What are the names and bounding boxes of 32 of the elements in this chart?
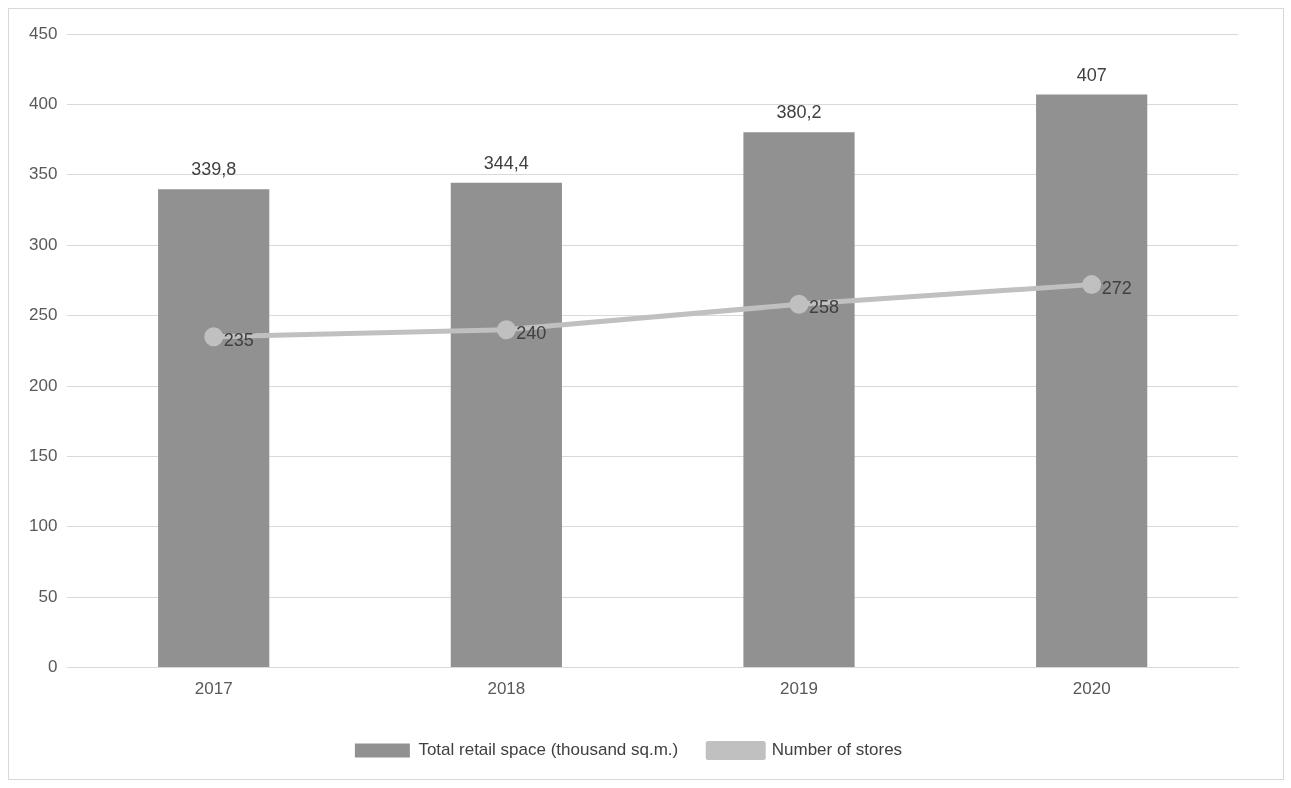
data-label: 235 bbox=[223, 329, 254, 350]
data-label: 344,4 bbox=[483, 152, 529, 173]
x-tick-label: 2019 bbox=[780, 679, 818, 699]
y-tick-label: 100 bbox=[28, 516, 58, 536]
bar bbox=[1036, 94, 1148, 668]
y-tick-label: 350 bbox=[28, 164, 58, 184]
y-tick-label: 200 bbox=[28, 375, 58, 395]
data-label: 258 bbox=[809, 297, 840, 318]
x-tick-label: 2017 bbox=[194, 679, 233, 699]
legend-label: Total retail space (thousand sq.m.) bbox=[418, 740, 679, 760]
data-label: 407 bbox=[1076, 64, 1107, 85]
point bbox=[204, 327, 224, 347]
y-tick-label: 150 bbox=[28, 446, 58, 466]
y-tick-label: 0 bbox=[47, 657, 58, 677]
x-tick-label: 2018 bbox=[487, 679, 526, 699]
data-label: 240 bbox=[516, 322, 547, 343]
legend-label: Number of stores bbox=[771, 740, 903, 760]
point bbox=[496, 320, 516, 340]
point bbox=[789, 294, 809, 314]
y-tick-label: 50 bbox=[38, 586, 58, 606]
data-label: 380,2 bbox=[776, 102, 822, 123]
y-tick-label: 300 bbox=[28, 234, 58, 254]
point bbox=[1082, 275, 1102, 295]
data-label: 339,8 bbox=[191, 159, 237, 180]
bar bbox=[743, 132, 855, 668]
bar bbox=[450, 182, 562, 668]
y-tick-label: 450 bbox=[28, 23, 58, 43]
y-tick-label: 250 bbox=[28, 305, 58, 325]
data-label: 272 bbox=[1101, 277, 1132, 298]
y-tick-label: 400 bbox=[28, 94, 58, 114]
bar bbox=[158, 189, 270, 668]
x-tick-label: 2020 bbox=[1072, 679, 1111, 699]
